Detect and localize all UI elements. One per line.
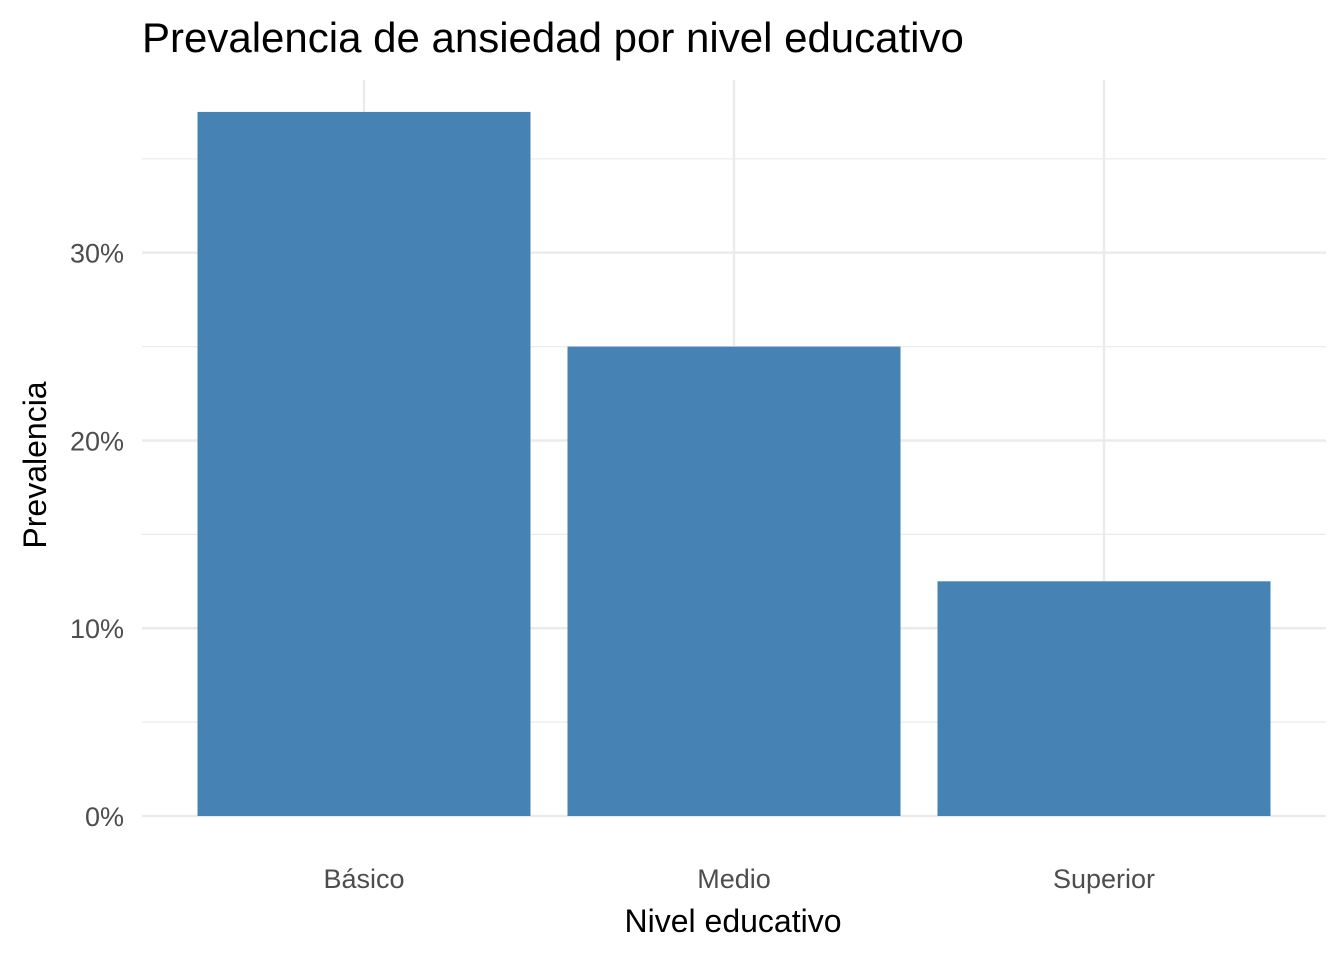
y-axis-title: Prevalencia [17, 381, 53, 548]
x-tick-label: Superior [1053, 864, 1155, 894]
chart-title: Prevalencia de ansiedad por nivel educat… [142, 14, 964, 61]
x-tick-label: Medio [697, 864, 771, 894]
y-tick-label: 10% [70, 614, 124, 644]
bars [197, 111, 1271, 817]
x-axis-ticks: Básico Medio Superior [323, 864, 1155, 894]
y-axis-ticks: 0% 10% 20% 30% [70, 239, 124, 832]
bar [197, 111, 531, 817]
x-tick-label: Básico [323, 864, 404, 894]
bar [937, 581, 1271, 816]
x-axis-title: Nivel educativo [625, 903, 842, 939]
bar [567, 346, 901, 816]
y-tick-label: 30% [70, 239, 124, 269]
y-tick-label: 20% [70, 426, 124, 456]
y-tick-label: 0% [85, 802, 124, 832]
